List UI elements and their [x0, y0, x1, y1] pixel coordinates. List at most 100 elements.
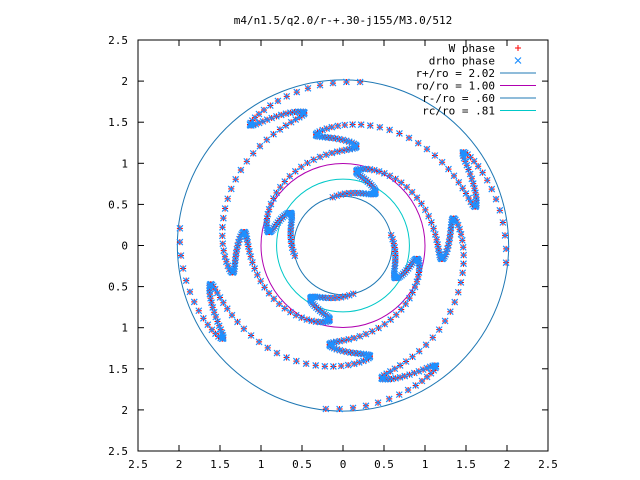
drho-phase-point	[223, 305, 231, 313]
drho-phase-point	[302, 360, 310, 368]
drho-phase-point	[366, 122, 374, 130]
drho-phase-point	[459, 243, 467, 251]
x-tick-label: 0.5	[374, 458, 394, 471]
drho-phase-point	[328, 123, 336, 131]
drho-phase-point	[345, 291, 353, 299]
drho-phase-point	[255, 338, 263, 346]
legend-label: W phase	[449, 42, 495, 55]
drho-phase-point	[304, 159, 311, 167]
drho-phase-point	[224, 262, 232, 270]
drho-phase-point	[441, 317, 449, 325]
drho-phase-point	[414, 139, 422, 147]
drho-phase-point	[468, 175, 476, 183]
y-tick-label: 2.5	[108, 445, 128, 458]
drho-phase-point	[261, 283, 268, 291]
drho-phase-point	[469, 180, 477, 188]
drho-phase-point	[221, 253, 229, 261]
drho-phase-point	[502, 245, 510, 253]
drho-phase-point	[329, 363, 337, 370]
drho-phase-point	[460, 148, 468, 156]
drho-phase-point	[374, 399, 382, 407]
drho-phase-point	[283, 92, 291, 100]
drho-phase-point	[413, 194, 421, 202]
drho-phase-point	[214, 318, 221, 325]
drho-phase-point	[329, 193, 337, 201]
drho-phase-point	[209, 303, 217, 311]
drho-phase-point	[208, 326, 216, 334]
drho-phase-point	[359, 357, 367, 365]
drho-phase-point	[501, 232, 509, 239]
drho-phase-point	[450, 172, 458, 180]
drho-phase-point	[307, 295, 314, 303]
drho-phase-point	[401, 372, 409, 380]
drho-phase-point	[349, 404, 357, 412]
drho-phase-point	[376, 123, 384, 131]
drho-phase-point	[455, 178, 463, 186]
drho-phase-point	[292, 116, 300, 123]
drho-phase-point	[266, 102, 274, 109]
drho-phase-point	[402, 300, 410, 308]
drho-phase-point	[470, 157, 478, 165]
drho-phase-point	[473, 199, 480, 207]
drho-phase-point	[273, 349, 281, 357]
drho-phase-point	[460, 251, 468, 259]
drho-phase-point	[216, 294, 224, 301]
drho-phase-point	[234, 318, 241, 326]
drho-phase-point	[238, 231, 245, 238]
drho-phase-point	[247, 253, 255, 261]
drho-phase-point	[276, 126, 284, 133]
drho-phase-point	[456, 225, 464, 233]
drho-phase-point	[263, 224, 271, 232]
drho-phase-point	[336, 405, 344, 413]
drho-phase-point	[182, 277, 190, 285]
drho-phase-point	[421, 206, 429, 214]
drho-phase-point	[276, 183, 284, 191]
y-tick-label: 1.5	[108, 116, 128, 129]
drho-phase-point	[274, 97, 282, 105]
drho-phase-point	[355, 358, 363, 366]
drho-phase-point	[221, 205, 229, 212]
drho-phase-point	[441, 253, 448, 260]
drho-phase-point	[341, 121, 349, 129]
drho-phase-point	[381, 375, 389, 383]
drho-phase-point	[465, 166, 472, 173]
drho-phase-point	[397, 179, 405, 187]
drho-phase-point	[415, 367, 423, 375]
drho-phase-point	[222, 258, 230, 266]
drho-phase-point	[282, 122, 290, 129]
drho-phase-point	[431, 230, 439, 238]
drho-phase-point	[385, 395, 393, 403]
radius-circle	[293, 195, 393, 296]
drho-phase-point	[349, 121, 357, 128]
legend-label: r-/ro = .60	[422, 92, 495, 105]
drho-phase-point	[328, 343, 336, 351]
y-tick-label: 1	[121, 322, 128, 335]
drho-phase-point	[429, 334, 437, 342]
y-tick-label: 0	[121, 240, 128, 253]
drho-phase-point	[310, 156, 318, 164]
drho-phase-point	[286, 209, 294, 217]
drho-phase-point	[275, 300, 283, 308]
drho-phase-point	[386, 126, 394, 134]
drho-phase-point	[423, 373, 431, 381]
drho-phase-point	[264, 210, 272, 218]
drho-phase-point	[219, 299, 227, 307]
drho-phase-point	[253, 271, 261, 279]
drho-phase-point	[457, 230, 465, 238]
drho-phase-point	[409, 353, 416, 361]
drho-phase-point	[281, 304, 289, 312]
drho-phase-point	[186, 288, 194, 296]
drho-phase-point	[265, 289, 273, 297]
drho-phase-point	[323, 125, 331, 133]
drho-phase-point	[256, 142, 264, 150]
drho-phase-point	[397, 306, 405, 313]
drho-phase-point	[357, 121, 365, 129]
drho-phase-point	[220, 247, 228, 255]
drho-phase-point	[215, 322, 223, 330]
drho-phase-point	[350, 140, 358, 148]
y-tick-label: 2.5	[108, 34, 128, 47]
radius-circle	[176, 79, 510, 412]
drho-phase-point	[179, 265, 187, 272]
